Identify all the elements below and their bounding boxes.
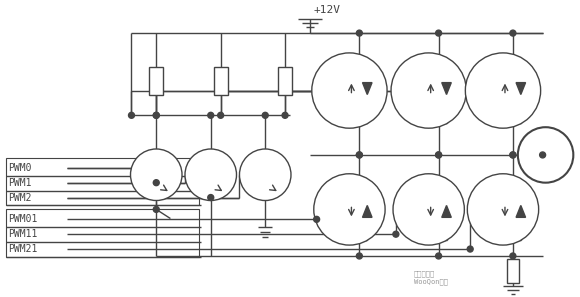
Circle shape xyxy=(240,149,291,200)
Bar xyxy=(6,209,199,257)
Text: PWM21: PWM21 xyxy=(8,244,37,254)
Polygon shape xyxy=(516,83,525,94)
Circle shape xyxy=(356,30,362,36)
Circle shape xyxy=(153,112,160,118)
Circle shape xyxy=(314,216,320,222)
Polygon shape xyxy=(442,83,451,94)
Circle shape xyxy=(356,152,362,158)
Circle shape xyxy=(510,152,516,158)
Text: 电子发烧友: 电子发烧友 xyxy=(414,271,435,277)
Circle shape xyxy=(391,53,466,128)
Circle shape xyxy=(262,112,268,118)
Circle shape xyxy=(356,253,362,259)
Circle shape xyxy=(467,174,539,245)
Circle shape xyxy=(282,112,288,118)
Circle shape xyxy=(208,112,213,118)
Circle shape xyxy=(436,30,441,36)
Bar xyxy=(278,67,292,94)
Text: PWM11: PWM11 xyxy=(8,229,37,239)
Circle shape xyxy=(510,30,516,36)
Circle shape xyxy=(130,149,182,200)
Polygon shape xyxy=(362,83,372,94)
Circle shape xyxy=(393,231,399,237)
Polygon shape xyxy=(516,206,525,217)
Circle shape xyxy=(153,206,160,212)
Text: M: M xyxy=(541,146,550,164)
Text: PWM01: PWM01 xyxy=(8,214,37,224)
Circle shape xyxy=(465,53,541,128)
Circle shape xyxy=(356,152,362,158)
Circle shape xyxy=(510,152,516,158)
Circle shape xyxy=(129,112,135,118)
Text: PWM2: PWM2 xyxy=(8,192,31,203)
Circle shape xyxy=(185,149,237,200)
Circle shape xyxy=(467,246,473,252)
Bar xyxy=(213,67,227,94)
Circle shape xyxy=(436,152,441,158)
Bar xyxy=(149,67,163,94)
Circle shape xyxy=(393,174,465,245)
Circle shape xyxy=(208,195,213,200)
Polygon shape xyxy=(442,206,451,217)
Circle shape xyxy=(518,127,573,183)
Circle shape xyxy=(312,53,387,128)
Bar xyxy=(6,158,199,206)
Text: WooQon数库: WooQon数库 xyxy=(414,278,448,285)
Text: PWM1: PWM1 xyxy=(8,178,31,188)
Circle shape xyxy=(153,180,160,186)
Circle shape xyxy=(314,174,385,245)
Text: +12V: +12V xyxy=(314,5,341,15)
Circle shape xyxy=(436,152,441,158)
Polygon shape xyxy=(362,206,372,217)
Circle shape xyxy=(539,152,546,158)
Circle shape xyxy=(510,253,516,259)
Circle shape xyxy=(218,112,224,118)
Bar xyxy=(507,259,519,283)
Circle shape xyxy=(436,253,441,259)
Circle shape xyxy=(153,112,160,118)
Text: PWM0: PWM0 xyxy=(8,163,31,173)
